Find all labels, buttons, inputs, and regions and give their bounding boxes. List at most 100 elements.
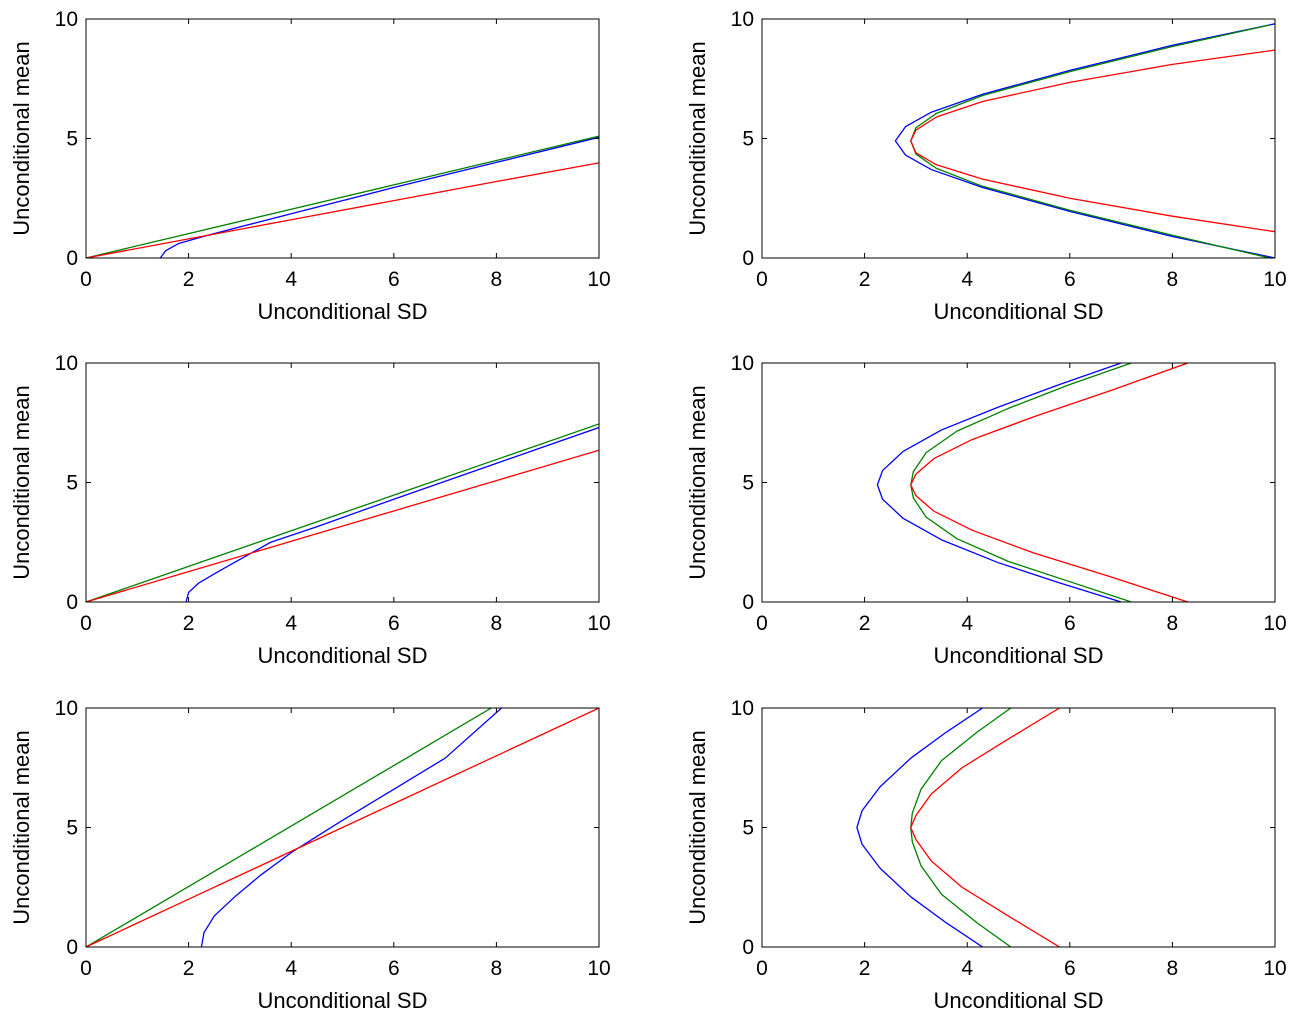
x-tick-label: 4 bbox=[285, 612, 297, 635]
series-line-1 bbox=[894, 23, 1275, 258]
series-group bbox=[86, 708, 599, 947]
series-line-3 bbox=[86, 449, 599, 602]
y-tick-label: 0 bbox=[66, 936, 78, 959]
axes-frame bbox=[85, 18, 600, 259]
chart-panel-2: 0 2 4 6 8 10 0 5 10 Unconditional SD Unconditional… bbox=[685, 8, 1287, 324]
y-axis-label: Unconditional mean bbox=[9, 385, 34, 579]
series-line-2 bbox=[910, 708, 1012, 947]
y-tick-label: 5 bbox=[66, 817, 78, 840]
x-tick-label: 10 bbox=[1263, 268, 1286, 291]
y-tick-label: 0 bbox=[742, 936, 754, 959]
series-line-3 bbox=[86, 162, 599, 258]
y-axis-label: Unconditional mean bbox=[685, 41, 710, 235]
y-tick-label: 10 bbox=[731, 8, 754, 31]
y-tick-label: 0 bbox=[66, 247, 78, 270]
x-tick-label: 2 bbox=[183, 612, 195, 635]
x-tick-label: 10 bbox=[587, 612, 610, 635]
series-line-2 bbox=[86, 708, 492, 947]
x-axis-label: Unconditional SD bbox=[258, 299, 428, 324]
series-line-3 bbox=[86, 708, 599, 947]
series-line-1 bbox=[856, 708, 983, 947]
x-tick-label: 10 bbox=[1263, 957, 1286, 980]
x-tick-label: 10 bbox=[1263, 612, 1286, 635]
x-axis-label: Unconditional SD bbox=[934, 299, 1104, 324]
x-tick-label: 6 bbox=[1064, 612, 1076, 635]
y-tick-label: 10 bbox=[55, 8, 78, 31]
series-line-1 bbox=[185, 426, 599, 602]
series-group bbox=[856, 708, 1060, 947]
y-tick-label: 0 bbox=[66, 591, 78, 614]
x-tick-label: 8 bbox=[1167, 268, 1179, 291]
x-axis-label: Unconditional SD bbox=[258, 643, 428, 668]
chart-panel-6: 0 2 4 6 8 10 0 5 10 Unconditional SD Unconditional… bbox=[685, 697, 1287, 1013]
x-tick-label: 6 bbox=[388, 612, 400, 635]
x-tick-label: 8 bbox=[491, 957, 503, 980]
y-tick-label: 0 bbox=[742, 247, 754, 270]
y-tick-label: 5 bbox=[742, 817, 754, 840]
x-tick-label: 4 bbox=[961, 957, 973, 980]
series-line-3 bbox=[910, 708, 1060, 947]
x-tick-label: 8 bbox=[491, 612, 503, 635]
series-line-2 bbox=[86, 423, 599, 602]
y-tick-label: 5 bbox=[742, 472, 754, 495]
x-tick-label: 10 bbox=[587, 957, 610, 980]
y-tick-label: 10 bbox=[731, 697, 754, 720]
y-tick-label: 5 bbox=[66, 472, 78, 495]
y-axis-label: Unconditional mean bbox=[685, 385, 710, 579]
x-tick-label: 2 bbox=[183, 957, 195, 980]
series-line-1 bbox=[200, 708, 502, 947]
y-tick-label: 10 bbox=[55, 697, 78, 720]
x-tick-label: 0 bbox=[80, 612, 92, 635]
x-tick-label: 6 bbox=[388, 268, 400, 291]
y-tick-label: 10 bbox=[731, 352, 754, 375]
x-tick-label: 8 bbox=[491, 268, 503, 291]
x-tick-label: 4 bbox=[961, 268, 973, 291]
x-tick-label: 10 bbox=[587, 268, 610, 291]
x-tick-label: 0 bbox=[80, 268, 92, 291]
x-axis-label: Unconditional SD bbox=[258, 988, 428, 1013]
y-axis-label: Unconditional mean bbox=[9, 730, 34, 924]
x-tick-label: 0 bbox=[756, 268, 768, 291]
y-tick-label: 10 bbox=[55, 352, 78, 375]
x-tick-label: 2 bbox=[859, 268, 871, 291]
y-tick-label: 5 bbox=[742, 128, 754, 151]
axes-frame bbox=[85, 362, 600, 603]
series-group bbox=[876, 363, 1189, 602]
x-tick-label: 0 bbox=[80, 957, 92, 980]
x-tick-label: 2 bbox=[859, 612, 871, 635]
x-tick-label: 0 bbox=[756, 957, 768, 980]
series-line-1 bbox=[876, 363, 1122, 602]
x-tick-label: 4 bbox=[961, 612, 973, 635]
chart-panel-5: 0 2 4 6 8 10 0 5 10 Unconditional SD Unconditional… bbox=[9, 697, 611, 1013]
chart-panel-4: 0 2 4 6 8 10 0 5 10 Unconditional SD Unconditional… bbox=[685, 352, 1287, 668]
chart-panel-3: 0 2 4 6 8 10 0 5 10 Unconditional SD Unconditional… bbox=[9, 352, 611, 668]
series-line-2 bbox=[86, 135, 599, 258]
x-axis-label: Unconditional SD bbox=[934, 643, 1104, 668]
x-tick-label: 6 bbox=[1064, 957, 1076, 980]
x-tick-label: 6 bbox=[1064, 268, 1076, 291]
y-tick-label: 0 bbox=[742, 591, 754, 614]
x-tick-label: 4 bbox=[285, 268, 297, 291]
series-group bbox=[894, 23, 1275, 258]
series-line-3 bbox=[910, 363, 1189, 602]
x-tick-label: 6 bbox=[388, 957, 400, 980]
series-group bbox=[86, 135, 599, 258]
y-axis-label: Unconditional mean bbox=[685, 730, 710, 924]
y-axis-label: Unconditional mean bbox=[9, 41, 34, 235]
chart-panel-1: 0 2 4 6 8 10 0 5 10 Unconditional SD Unconditional… bbox=[9, 8, 611, 324]
x-tick-label: 2 bbox=[183, 268, 195, 291]
x-tick-label: 8 bbox=[1167, 612, 1179, 635]
x-axis-label: Unconditional SD bbox=[934, 988, 1104, 1013]
axes-frame bbox=[761, 707, 1276, 948]
x-tick-label: 0 bbox=[756, 612, 768, 635]
x-tick-label: 2 bbox=[859, 957, 871, 980]
series-line-3 bbox=[910, 49, 1275, 233]
series-group bbox=[86, 423, 599, 602]
x-tick-label: 4 bbox=[285, 957, 297, 980]
series-line-1 bbox=[159, 136, 599, 258]
y-tick-label: 5 bbox=[66, 128, 78, 151]
x-tick-label: 8 bbox=[1167, 957, 1179, 980]
axes-frame bbox=[761, 362, 1276, 603]
axes-frame bbox=[761, 18, 1276, 259]
